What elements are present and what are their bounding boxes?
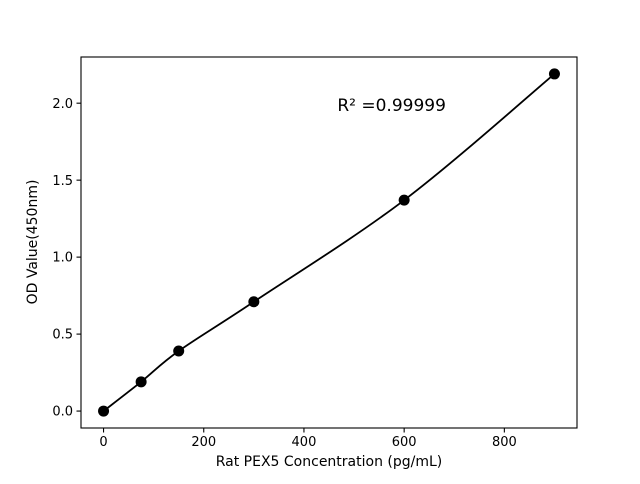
y-tick-label: 0.5 — [52, 328, 73, 343]
data-points — [98, 68, 560, 417]
data-point — [98, 405, 110, 417]
x-tick-label: 600 — [392, 435, 417, 450]
data-point — [248, 296, 260, 308]
x-tick-label: 0 — [99, 435, 107, 450]
fit-line — [102, 73, 556, 412]
x-tick-label: 800 — [492, 435, 517, 450]
data-point — [398, 194, 410, 206]
x-axis-ticks: 0 200 400 600 800 — [99, 428, 517, 450]
x-tick-label: 200 — [191, 435, 216, 450]
x-tick-label: 400 — [292, 435, 317, 450]
plot-area — [80, 56, 578, 429]
y-axis-ticks: 0.0 0.5 1.0 1.5 2.0 — [52, 97, 81, 420]
y-axis-label: OD Value(450nm) — [25, 180, 41, 305]
x-axis-label: Rat PEX5 Concentration (pg/mL) — [216, 454, 443, 470]
r-squared-annotation: R² =0.99999 — [337, 96, 446, 116]
y-tick-label: 1.0 — [52, 251, 73, 266]
y-tick-label: 0.0 — [52, 405, 73, 420]
y-tick-label: 1.5 — [52, 174, 73, 189]
data-point — [135, 376, 147, 388]
data-point — [548, 68, 560, 80]
y-tick-label: 2.0 — [52, 97, 73, 112]
data-point — [173, 345, 185, 357]
